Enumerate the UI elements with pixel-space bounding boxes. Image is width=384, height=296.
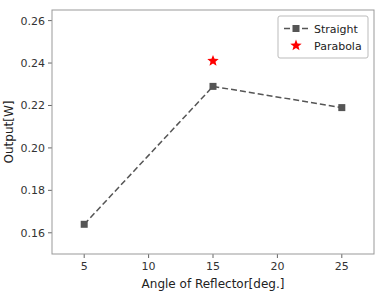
legend-box — [278, 16, 368, 58]
y-tick-label: 0.20 — [21, 142, 46, 155]
point — [81, 221, 88, 228]
y-tick — [48, 63, 52, 64]
series — [207, 55, 218, 66]
plot-area — [81, 55, 346, 228]
y-tick — [48, 232, 52, 233]
plot-frame — [52, 10, 374, 254]
y-axis-label: Output[W] — [2, 101, 16, 164]
y-tick-label: 0.16 — [21, 227, 46, 240]
legend-marker — [293, 25, 300, 32]
y-tick-label: 0.24 — [21, 57, 46, 70]
y-tick-label: 0.18 — [21, 184, 46, 197]
point — [207, 55, 218, 66]
y-tick — [48, 147, 52, 148]
x-tick — [341, 254, 342, 258]
legend: Straight Parabola — [278, 16, 368, 58]
y-tick — [48, 190, 52, 191]
x-tick — [84, 254, 85, 258]
axes: 5 10 15 20 25 0.16 0.18 0.20 0.22 0.24 0.26 — [21, 10, 375, 273]
x-tick-label: 10 — [142, 260, 156, 273]
x-axis-label: Angle of Reflector[deg.] — [142, 277, 285, 291]
legend-marker — [290, 40, 301, 51]
y-tick-label: 0.22 — [21, 99, 46, 112]
x-tick-label: 5 — [81, 260, 88, 273]
x-tick-label: 15 — [206, 260, 220, 273]
y-tick — [48, 105, 52, 106]
chart: 5 10 15 20 25 0.16 0.18 0.20 0.22 0.24 0.26 Angle o… — [0, 0, 384, 296]
legend-label: Parabola — [314, 40, 362, 53]
point — [210, 83, 217, 90]
x-tick-label: 20 — [270, 260, 284, 273]
y-tick-label: 0.26 — [21, 15, 46, 28]
x-tick — [213, 254, 214, 258]
x-tick-label: 25 — [335, 260, 349, 273]
y-tick — [48, 20, 52, 21]
line — [84, 86, 342, 224]
x-tick — [277, 254, 278, 258]
x-tick — [148, 254, 149, 258]
point — [338, 104, 345, 111]
series — [81, 83, 346, 228]
legend-label: Straight — [314, 23, 359, 36]
